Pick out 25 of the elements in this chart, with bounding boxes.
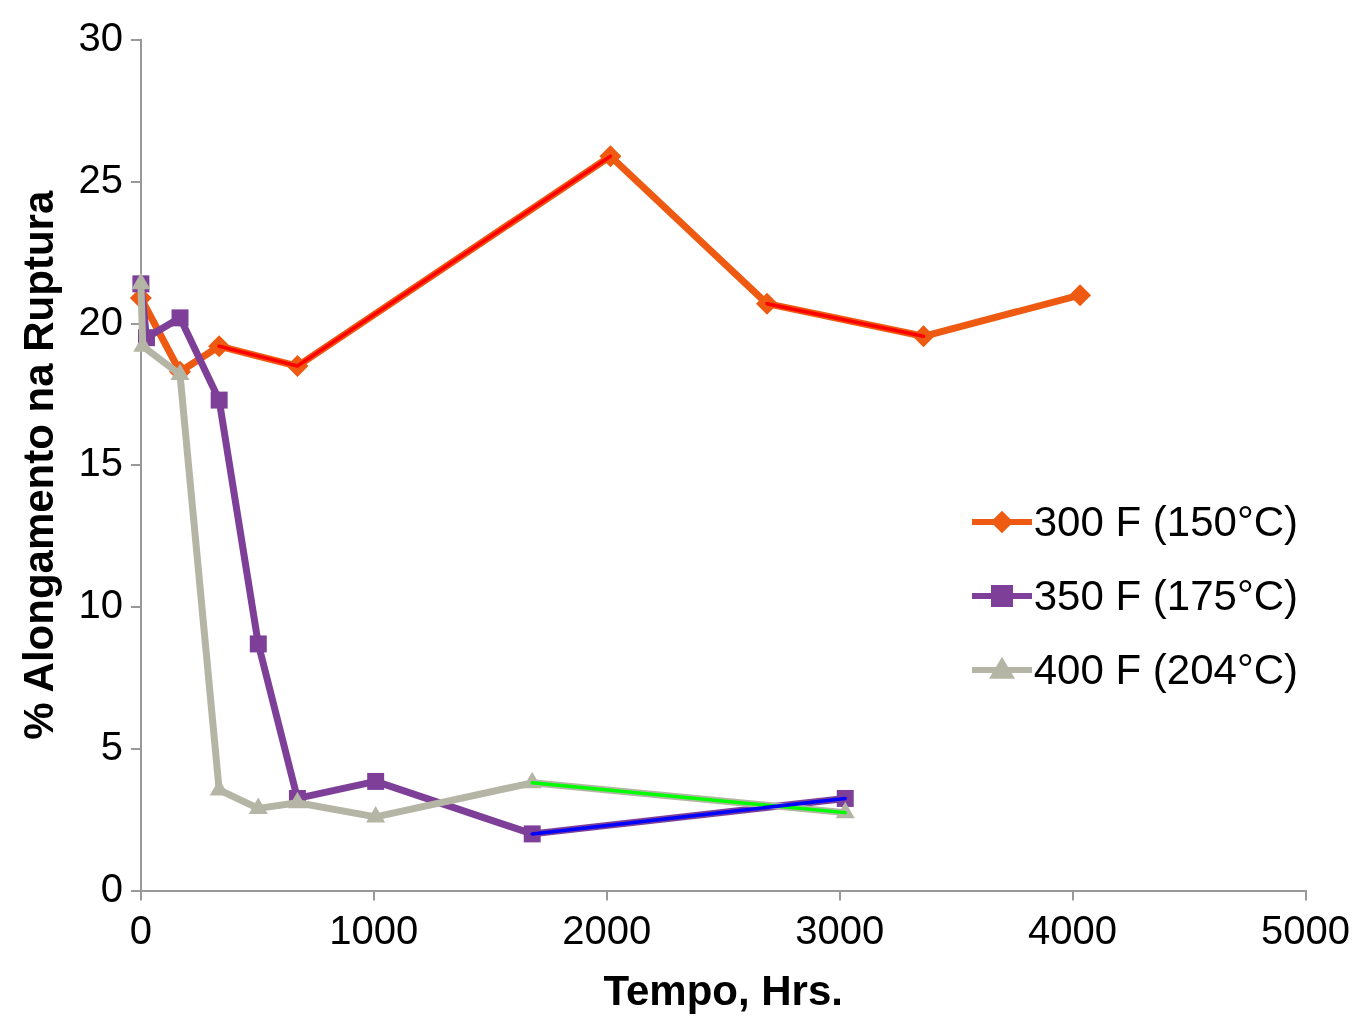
x-tick-label: 5000: [1261, 907, 1350, 952]
x-tick-label: 1000: [329, 907, 419, 952]
x-tick-label: 3000: [795, 907, 885, 952]
x-tick-label: 2000: [562, 907, 652, 952]
point: [248, 797, 268, 814]
y-tick-label: 0: [100, 865, 123, 910]
legend-label: 350 F (175°C): [1033, 572, 1298, 620]
legend-label: 400 F (204°C): [1033, 646, 1298, 694]
point: [367, 772, 385, 790]
y-tick-label: 20: [78, 298, 123, 343]
y-tick-label: 25: [78, 156, 123, 201]
x-axis-title: Tempo, Hrs.: [603, 967, 843, 1015]
y-tick-label: 5: [100, 723, 123, 768]
y-axis-title: % Alongamento na Ruptura: [14, 190, 62, 740]
point: [366, 805, 386, 823]
legend-label: 300 F (150°C): [1033, 498, 1298, 546]
point: [171, 309, 189, 327]
point: [249, 635, 267, 653]
point: [210, 391, 228, 409]
y-tick-label: 30: [78, 15, 123, 60]
y-tick-label: 10: [78, 582, 123, 627]
x-tick-label: 0: [129, 907, 153, 952]
x-tick-label: 4000: [1028, 907, 1118, 952]
y-tick-label: 15: [78, 440, 123, 485]
point: [1069, 284, 1092, 307]
